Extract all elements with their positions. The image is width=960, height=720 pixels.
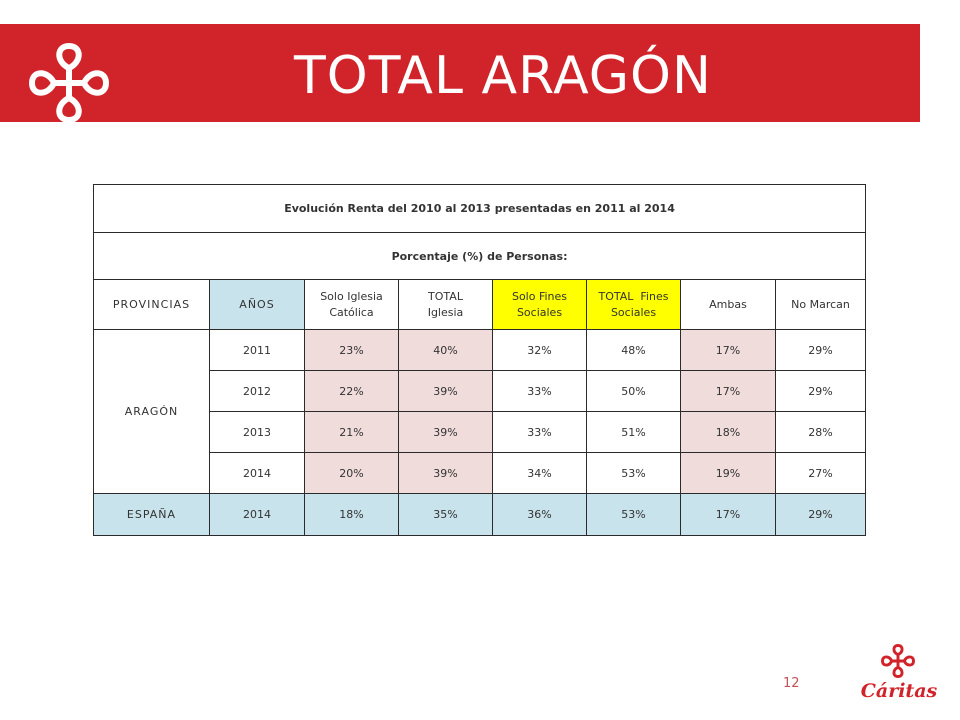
cell-total-iglesia: 39% (398, 411, 493, 453)
header-solo-fines-line2: Sociales (516, 305, 563, 319)
cell-total-fines: 51% (586, 411, 681, 453)
cell-no-marcan: 27% (774, 452, 867, 494)
cell-ambas: 17% (680, 493, 776, 536)
spain-row: ESPAÑA 2014 18% 35% 36% 53% 17% 29% (93, 493, 867, 536)
cell-no-marcan: 29% (774, 329, 867, 371)
cell-year: 2014 (209, 452, 305, 494)
table-subtitle-row: Porcentaje (%) de Personas: (92, 232, 867, 280)
cell-solo-iglesia: 22% (304, 370, 399, 412)
table-title-small: presentadas en 2011 al 2014 (494, 202, 675, 215)
table-title-row: Evolución Renta del 2010 al 2013 present… (92, 184, 867, 233)
cell-year: 2014 (209, 493, 305, 536)
aragon-label: ARAGÓN (93, 329, 210, 494)
cell-no-marcan: 29% (774, 370, 867, 412)
cell-solo-fines: 33% (492, 370, 587, 412)
header-total-fines-line2: Sociales (610, 305, 657, 319)
cell-total-iglesia: 39% (398, 370, 493, 412)
cell-year: 2013 (209, 411, 305, 453)
table-row: 2012 22% 39% 33% 50% 17% 29% (94, 370, 867, 412)
cell-ambas: 17% (680, 370, 776, 412)
header-solo-iglesia-line1: Solo Iglesia (320, 289, 383, 303)
cell-ambas: 19% (680, 452, 776, 494)
header-total-iglesia-line2: Iglesia (427, 305, 464, 319)
cell-ambas: 18% (680, 411, 776, 453)
title-banner: TOTAL ARAGÓN (0, 24, 920, 124)
cell-total-fines: 48% (586, 329, 681, 371)
cell-year: 2012 (209, 370, 305, 412)
cell-solo-fines: 36% (492, 493, 587, 536)
cell-total-iglesia: 40% (398, 329, 493, 371)
table-header-row: PROVINCIAS AÑOS Solo Iglesia Católica TO… (93, 279, 867, 330)
spain-label: ESPAÑA (93, 493, 210, 536)
cell-ambas: 17% (680, 329, 776, 371)
cell-total-iglesia: 39% (398, 452, 493, 494)
header-anos: AÑOS (209, 279, 305, 330)
header-total-iglesia: TOTAL Iglesia (398, 279, 493, 330)
caritas-brand-logo: Cáritas (852, 642, 946, 714)
header-total-iglesia-line1: TOTAL (428, 289, 463, 303)
income-evolution-table: Evolución Renta del 2010 al 2013 present… (92, 184, 867, 536)
cell-year: 2011 (209, 329, 305, 371)
header-provincias: PROVINCIAS (93, 279, 210, 330)
cell-total-fines: 50% (586, 370, 681, 412)
header-ambas: Ambas (680, 279, 776, 330)
cell-solo-iglesia: 20% (304, 452, 399, 494)
header-total-fines: TOTAL Fines Sociales (586, 279, 681, 330)
cell-solo-iglesia: 23% (304, 329, 399, 371)
header-solo-fines-line1: Solo Fines (511, 289, 568, 303)
cell-no-marcan: 28% (774, 411, 867, 453)
table-subtitle: Porcentaje (%) de Personas: (92, 232, 867, 280)
table-row: 2014 20% 39% 34% 53% 19% 27% (94, 452, 867, 494)
cell-solo-fines: 34% (492, 452, 587, 494)
table-title-main: Evolución Renta del 2010 al 2013 (284, 202, 491, 215)
cell-total-fines: 53% (586, 493, 681, 536)
header-no-marcan: No Marcan (774, 279, 867, 330)
table-row: 2013 21% 39% 33% 51% 18% 28% (94, 411, 867, 453)
cell-no-marcan: 29% (774, 493, 867, 536)
table-title: Evolución Renta del 2010 al 2013 present… (92, 184, 867, 233)
header-solo-iglesia: Solo Iglesia Católica (304, 279, 399, 330)
table-row: ARAGÓN 2011 23% 40% 32% 48% 17% 29% (93, 329, 867, 494)
header-total-fines-line1: TOTAL Fines (598, 289, 669, 303)
caritas-cross-icon (881, 644, 915, 678)
cell-solo-fines: 32% (492, 329, 587, 371)
cell-solo-fines: 33% (492, 411, 587, 453)
header-solo-fines: Solo Fines Sociales (492, 279, 587, 330)
caritas-cross-logo (28, 42, 110, 124)
header-solo-iglesia-line2: Católica (329, 305, 374, 319)
cell-total-fines: 53% (586, 452, 681, 494)
page-number: 12 (783, 676, 800, 691)
cell-solo-iglesia: 21% (304, 411, 399, 453)
slide-title: TOTAL ARAGÓN (294, 46, 712, 106)
brand-wordmark: Cáritas (860, 680, 938, 702)
cell-total-iglesia: 35% (398, 493, 493, 536)
cell-solo-iglesia: 18% (304, 493, 399, 536)
